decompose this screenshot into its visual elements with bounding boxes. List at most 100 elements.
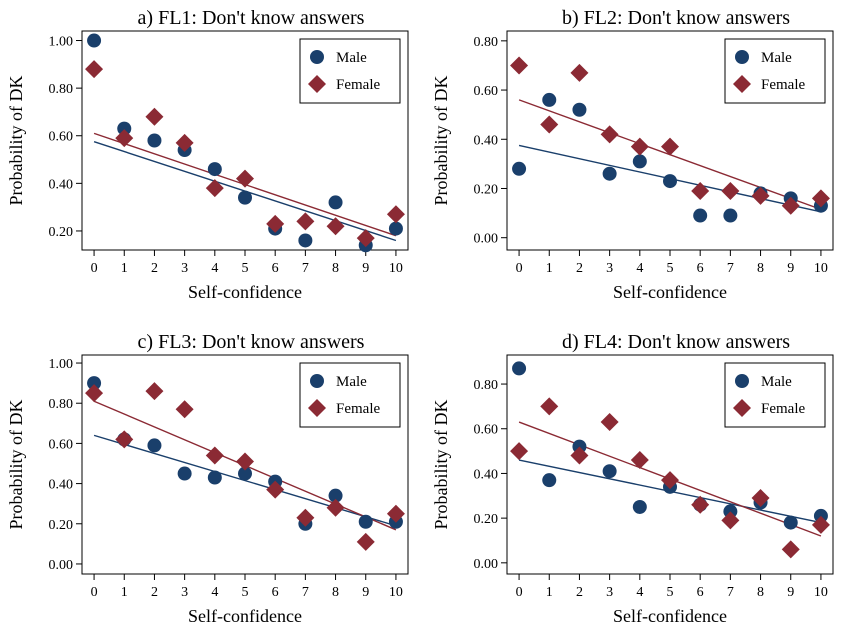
y-tick-label: 0.80 [474,378,499,393]
female-point [600,125,619,144]
legend-female-marker [308,75,326,93]
female-point [175,133,194,152]
x-tick-label: 1 [546,585,553,600]
y-tick-label: 1.00 [49,357,74,372]
male-point [632,499,647,514]
x-tick-label: 1 [121,585,128,600]
male-point [632,154,647,169]
female-point [236,169,254,188]
male-point [177,466,192,481]
legend-male-marker [310,374,324,388]
y-tick-label: 0.40 [49,177,74,192]
male-point [512,161,527,176]
legend-male-label: Male [336,374,367,390]
female-point [115,430,134,449]
x-tick-label: 2 [151,585,158,600]
male-point [238,466,252,481]
x-tick-label: 3 [606,261,613,276]
x-tick-label: 5 [667,261,674,276]
x-tick-label: 7 [727,585,734,600]
male-point [207,470,222,485]
y-tick-label: 0.80 [49,397,74,412]
male-point [87,376,102,391]
x-axis-label: Self-confidence [188,282,302,302]
x-tick-label: 3 [606,585,613,600]
y-tick-label: 0.40 [474,467,499,482]
male-point [602,464,617,479]
male-point [723,208,738,223]
female-point [266,480,285,499]
female-point [236,452,254,471]
female-point [356,229,375,248]
chart-title: a) FL1: Don't know answers [138,7,365,29]
y-tick-label: 0.00 [474,557,499,572]
female-point [751,186,770,205]
male-point [298,233,313,248]
y-axis-label: Probability of DK [6,400,26,530]
panel-b: b) FL2: Don't know answers 0.00 0.20 0.40 0.… [425,0,845,318]
chart-title: c) FL3: Don't know answers [138,331,365,353]
y-tick-label: 0.20 [474,512,499,527]
legend-female-label: Female [761,77,805,93]
x-tick-label: 8 [332,585,339,600]
x-tick-label: 3 [181,585,188,600]
y-tick-label: 0.40 [49,478,74,493]
x-tick-label: 7 [302,585,309,600]
x-tick-label: 5 [242,585,249,600]
x-tick-label: 5 [667,585,674,600]
female-point [510,56,529,75]
female-point [811,189,830,208]
y-axis-label: Probability of DK [431,400,451,530]
y-tick-label: 0.00 [49,558,74,573]
female-point [175,400,194,419]
panel-d: d) FL4: Don't know answers 0.00 0.20 0.40 0.… [425,324,845,642]
legend-female-marker [733,399,751,417]
legend-male-label: Male [761,50,792,66]
female-point [781,196,800,215]
male-point [542,92,557,107]
y-axis-label: Probability of DK [431,76,451,206]
panel-c: c) FL3: Don't know answers 0.00 0.20 0.40 0.… [0,324,420,642]
y-axis-label: Probability of DK [6,76,26,206]
chart-b: b) FL2: Don't know answers 0.00 0.20 0.40 0.… [431,7,834,302]
x-tick-label: 6 [697,261,704,276]
x-tick-label: 0 [91,585,98,600]
male-point [693,208,708,223]
x-tick-label: 10 [389,261,403,276]
x-axis-label: Self-confidence [188,606,302,626]
male-point [87,33,102,48]
female-point [205,446,224,465]
female-point [721,181,740,200]
x-tick-label: 1 [546,261,553,276]
female-point [540,115,559,134]
y-tick-label: 0.60 [474,423,499,438]
chart-c: c) FL3: Don't know answers 0.00 0.20 0.40 0.… [6,331,409,626]
x-tick-label: 5 [242,261,249,276]
legend-box [724,362,826,428]
x-tick-label: 8 [757,585,764,600]
x-tick-label: 9 [787,261,794,276]
male-point [328,195,343,210]
x-tick-label: 3 [181,261,188,276]
female-point [691,495,710,514]
legend-male-marker [735,374,749,388]
chart-a: a) FL1: Don't know answers 0.20 0.40 0.60 0.… [6,7,409,302]
panel-a: a) FL1: Don't know answers 0.20 0.40 0.60 0.… [0,0,420,318]
male-point [783,515,798,530]
x-tick-label: 8 [332,261,339,276]
legend-female-marker [308,399,326,417]
female-point [630,451,649,470]
x-tick-label: 4 [636,585,643,600]
chart-d: d) FL4: Don't know answers 0.00 0.20 0.40 0.… [431,331,834,626]
male-point [358,514,373,529]
male-point [147,133,162,148]
male-point [147,438,162,453]
chart-title: b) FL2: Don't know answers [562,7,790,29]
female-point [630,137,649,156]
x-tick-label: 0 [516,585,523,600]
y-tick-label: 0.20 [49,518,74,533]
x-tick-label: 10 [814,261,828,276]
legend-female-label: Female [336,401,380,417]
male-point [572,102,587,117]
female-point [811,515,830,534]
